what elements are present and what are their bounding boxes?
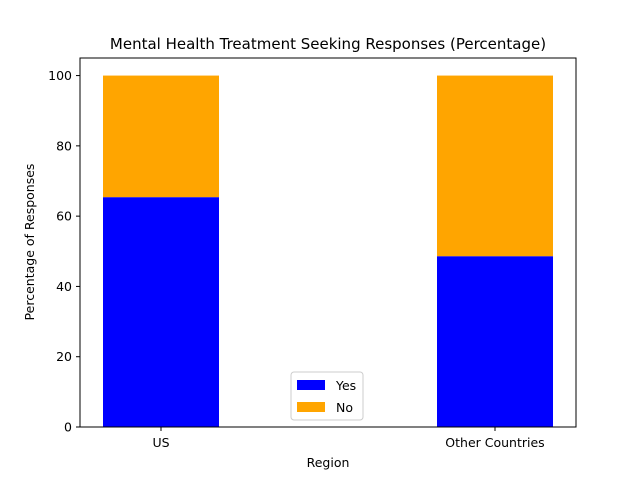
bars-group xyxy=(103,75,553,427)
legend-label-yes: Yes xyxy=(335,378,356,393)
x-axis: US Other Countries xyxy=(152,427,545,450)
legend-swatch-yes xyxy=(297,380,325,390)
y-tick-label: 100 xyxy=(48,68,72,83)
legend-label-no: No xyxy=(336,400,353,415)
y-tick-label: 40 xyxy=(56,279,72,294)
bar-yes-us xyxy=(103,197,219,427)
y-tick-label: 0 xyxy=(64,420,72,435)
legend-swatch-no xyxy=(297,402,325,412)
x-axis-label: Region xyxy=(307,455,350,470)
x-tick-label: Other Countries xyxy=(445,435,544,450)
y-axis-label: Percentage of Responses xyxy=(22,164,37,321)
x-tick-label: US xyxy=(152,435,169,450)
y-tick-label: 60 xyxy=(56,209,72,224)
y-axis: 0 20 40 60 80 100 xyxy=(48,68,80,435)
plot-frame xyxy=(79,57,577,428)
legend: Yes No xyxy=(290,371,364,421)
y-tick-label: 20 xyxy=(56,349,72,364)
bar-no-other-countries xyxy=(437,75,553,257)
chart-title: Mental Health Treatment Seeking Response… xyxy=(110,35,546,53)
bar-yes-other-countries xyxy=(437,256,553,427)
y-tick-label: 80 xyxy=(56,138,72,153)
bar-no-us xyxy=(103,75,219,198)
